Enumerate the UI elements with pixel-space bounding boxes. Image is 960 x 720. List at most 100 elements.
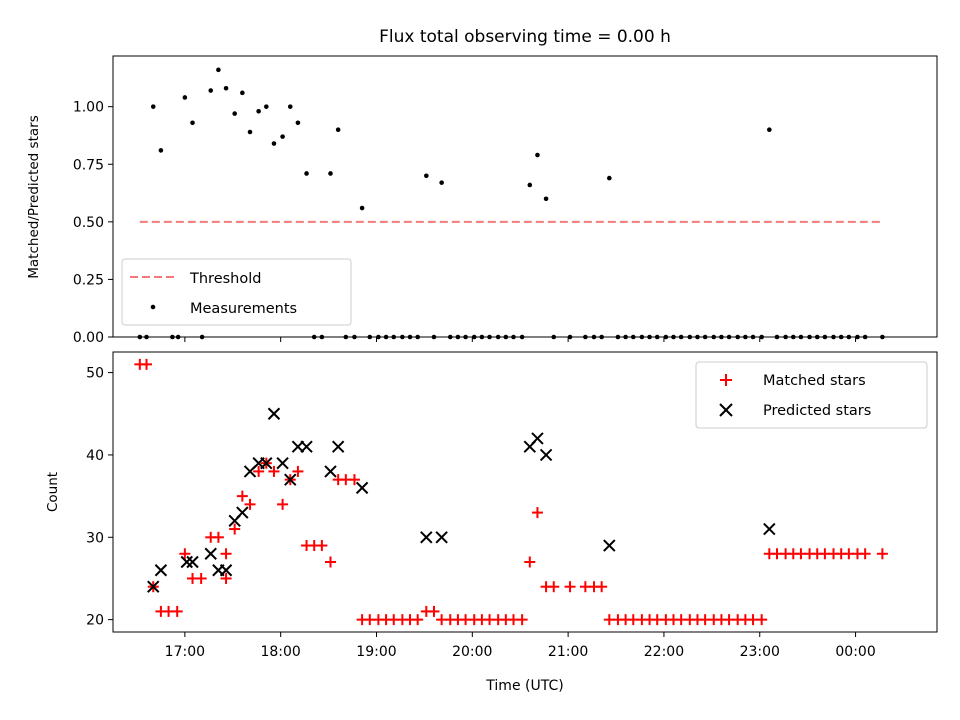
measurement-point: [328, 171, 333, 176]
count-panel: Count Time (UTC) 20 30 40 50 17:00 18:00 19:0…: [45, 351, 938, 694]
matched-star-point: [428, 605, 440, 617]
ratio-ytick-label: 0.25: [73, 272, 104, 288]
predicted-star-point: [204, 547, 217, 560]
measurements-legend-swatch: [150, 304, 156, 310]
predicted-star-point: [236, 506, 249, 519]
matched-star-point: [596, 581, 608, 593]
matched-star-point: [220, 548, 232, 560]
predicted-star-point: [260, 456, 273, 470]
matched-star-point: [212, 531, 224, 543]
measurement-point: [439, 180, 444, 185]
matched-legend-label: Matched stars: [763, 373, 866, 389]
matched-star-point: [531, 507, 543, 519]
count-xtick-label: 23:00: [740, 644, 780, 660]
measurement-point: [150, 104, 156, 109]
predicted-star-point: [435, 531, 448, 544]
measurement-point: [295, 120, 301, 126]
predicted-star-point: [276, 456, 289, 470]
threshold-legend-label: Threshold: [189, 271, 261, 287]
measurement-point: [216, 67, 221, 73]
predicted-star-point: [603, 539, 616, 552]
matched-star-point: [859, 548, 871, 560]
measurement-point: [247, 129, 253, 135]
count-xtick-label: 22:00: [644, 644, 684, 660]
measurement-point: [767, 127, 772, 133]
matched-star-point: [236, 490, 248, 502]
matched-star-point: [548, 581, 560, 593]
count-xtick-label: 17:00: [165, 644, 205, 660]
measurement-point: [543, 196, 549, 202]
predicted-legend-swatch: [719, 403, 733, 417]
measurement-point: [304, 171, 309, 176]
predicted-star-point: [539, 448, 553, 462]
predicted-star-point: [355, 481, 369, 495]
matched-star-point: [220, 572, 232, 584]
predicted-star-point: [154, 564, 168, 577]
measurement-point: [359, 205, 365, 211]
measurement-point: [527, 182, 533, 188]
measurement-point: [607, 175, 612, 181]
count-xtick-label: 21:00: [548, 644, 588, 660]
y-axis-label-count: Count: [45, 472, 61, 512]
count-plot-frame: [112, 351, 938, 633]
matched-star-point: [412, 614, 424, 626]
count-xtick-label: 18:00: [260, 644, 300, 660]
predicted-star-point: [420, 531, 433, 544]
matched-star-point: [229, 523, 241, 535]
matched-star-point: [277, 498, 289, 510]
count-ytick-label: 50: [86, 366, 104, 382]
ratio-panel: Flux total observing time = 0.00 h Match…: [26, 27, 938, 346]
matched-star-point: [253, 465, 265, 477]
matched-star-point: [564, 581, 576, 593]
measurement-point: [424, 173, 429, 179]
matched-star-point: [141, 358, 153, 370]
matched-star-point: [244, 498, 256, 510]
measurement-point: [232, 111, 237, 116]
predicted-star-point: [147, 580, 160, 593]
count-legend: Matched stars Predicted stars: [695, 361, 928, 429]
predicted-star-point: [219, 564, 233, 577]
matched-star-point: [524, 556, 536, 568]
matched-star-point: [171, 605, 183, 617]
count-xtick-label: 20:00: [452, 644, 492, 660]
matched-star-point: [324, 556, 336, 568]
predicted-star-point: [180, 555, 193, 569]
matched-star-point: [316, 540, 328, 552]
ratio-ytick-label: 0.50: [73, 215, 104, 231]
measurement-point: [158, 148, 164, 153]
predicted-legend-label: Predicted stars: [763, 403, 871, 419]
predicted-star-point: [267, 407, 281, 420]
ratio-legend: Threshold Measurements: [121, 258, 352, 326]
measurement-point: [287, 104, 293, 109]
matched-star-point: [876, 548, 888, 560]
measurement-point: [256, 108, 261, 114]
predicted-star-point: [331, 440, 345, 453]
y-axis-label-ratio: Matched/Predicted stars: [26, 115, 42, 278]
measurement-point: [271, 141, 277, 146]
count-ytick-label: 40: [86, 448, 104, 464]
predicted-star-point: [186, 555, 199, 569]
predicted-star-point: [763, 522, 776, 536]
measurement-point: [208, 88, 214, 93]
measurement-point: [240, 90, 245, 96]
ratio-ytick-label: 0.75: [73, 157, 104, 173]
measurement-point: [223, 85, 229, 91]
matched-star-point: [195, 572, 207, 584]
matched-star-point: [348, 474, 360, 486]
matched-legend-swatch: [720, 374, 732, 386]
measurement-point: [535, 152, 540, 158]
predicted-star-point: [324, 465, 337, 478]
chart-title: Flux total observing time = 0.00 h: [379, 27, 671, 47]
x-axis-label: Time (UTC): [485, 678, 563, 694]
ratio-ytick-label: 0.00: [73, 330, 104, 346]
measurement-point: [182, 95, 188, 100]
measurement-point: [280, 134, 285, 139]
matched-star-point: [292, 465, 304, 477]
predicted-star-point: [284, 473, 297, 486]
matched-star-point: [756, 614, 768, 626]
matched-star-point: [179, 548, 191, 560]
measurement-point: [335, 127, 341, 133]
measurement-point: [264, 104, 269, 109]
predicted-star-point: [531, 432, 544, 445]
